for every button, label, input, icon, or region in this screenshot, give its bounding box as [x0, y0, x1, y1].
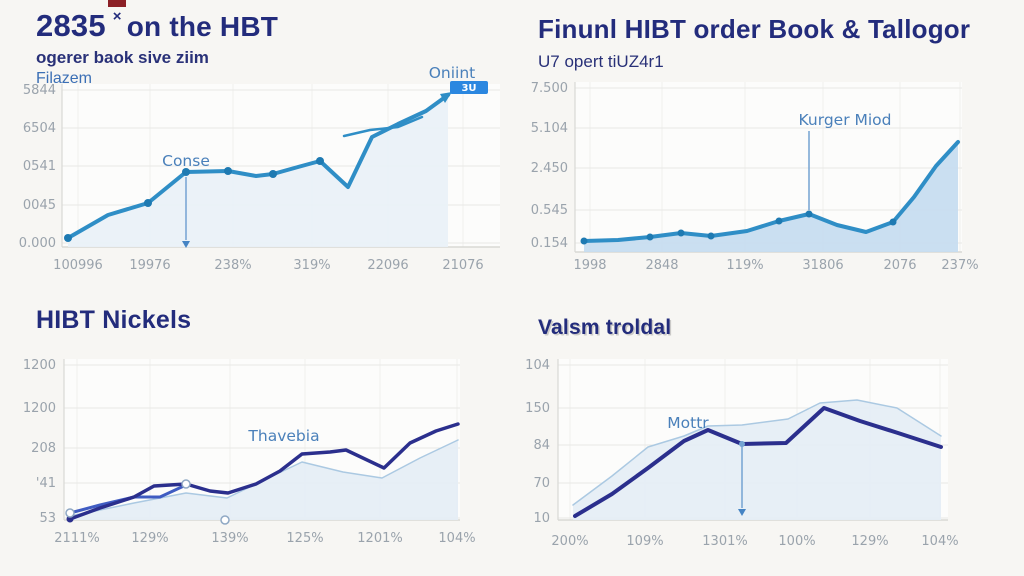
y-tick-label: 208 [31, 441, 56, 456]
y-tick-label: 0541 [23, 159, 56, 174]
data-point-marker [646, 233, 654, 241]
x-tick-label: 319% [293, 258, 330, 273]
x-tick-label: 21076 [442, 258, 483, 273]
data-point-marker [739, 441, 745, 447]
x-tick-label: 129% [131, 531, 168, 546]
y-tick-label: 1200 [23, 358, 56, 373]
annotation-label: Kurger Miod [799, 111, 892, 129]
x-tick-label: 100% [778, 534, 815, 549]
y-tick-label: 84 [533, 438, 550, 453]
x-tick-label: 2076 [883, 258, 916, 273]
x-tick-label: 2848 [645, 258, 678, 273]
x-tick-label: 238% [214, 258, 251, 273]
tl-price-chart-line-strand [342, 115, 424, 138]
data-point-marker [182, 168, 190, 176]
annotation-pin-icon [738, 509, 746, 516]
br-volume-chart-area-light [573, 400, 941, 520]
x-tick-label: 109% [626, 534, 663, 549]
tl-price-chart-area-main [68, 95, 448, 247]
data-point-marker [65, 508, 75, 518]
x-tick-label: 119% [726, 258, 763, 273]
data-point-marker [269, 170, 277, 178]
data-point-marker [677, 229, 685, 237]
annotation-label: Mottr [667, 414, 709, 432]
data-point-marker [220, 515, 230, 525]
data-point-marker [707, 232, 715, 240]
data-point-marker [805, 210, 813, 218]
data-point-marker [224, 167, 232, 175]
y-tick-label: 150 [525, 401, 550, 416]
y-tick-label: 0.154 [531, 236, 568, 251]
annotation-pin-icon [182, 241, 190, 248]
x-tick-label: 1998 [573, 258, 606, 273]
x-tick-label: 125% [286, 531, 323, 546]
annotation-label: Oniint [429, 64, 476, 82]
y-tick-label: 7.500 [531, 81, 568, 96]
y-tick-label: 10 [533, 511, 550, 526]
x-tick-label: 100996 [53, 258, 103, 273]
tr-orderbook-chart-line-main [582, 140, 960, 243]
annotation-label: Thavebia [247, 427, 319, 445]
y-tick-label: 1200 [23, 401, 56, 416]
y-tick-label: 70 [533, 476, 550, 491]
x-tick-label: 104% [921, 534, 958, 549]
data-point-marker [889, 218, 897, 226]
data-point-marker [580, 237, 588, 245]
data-point-marker [181, 479, 191, 489]
x-tick-label: 104% [438, 531, 475, 546]
x-tick-label: 139% [211, 531, 248, 546]
y-tick-label: 2.450 [531, 161, 568, 176]
value-badge-label: 3U [461, 83, 476, 94]
data-point-marker [64, 234, 72, 242]
tl-price-chart: 3U 5844 6504 0541 0045 0.000 100996 19976 238% 31… [19, 64, 500, 273]
x-tick-label: 19976 [129, 258, 170, 273]
x-tick-label: 129% [851, 534, 888, 549]
x-tick-label: 200% [551, 534, 588, 549]
x-tick-label: 1201% [357, 531, 402, 546]
bl-nickels-chart-line-navy [68, 422, 460, 521]
x-tick-label: 1301% [702, 534, 747, 549]
x-tick-label: 22096 [367, 258, 408, 273]
y-tick-label: 0.545 [531, 203, 568, 218]
data-point-marker [144, 199, 152, 207]
bl-nickels-chart: 1200 1200 208 '41 53 2111% 129% 139% 125% 1201% 10… [23, 358, 476, 546]
annotation-label: Conse [162, 152, 210, 170]
x-tick-label: 31806 [802, 258, 843, 273]
tr-orderbook-chart: 7.500 5.104 2.450 0.545 0.154 1998 2848 119% 318… [531, 81, 979, 273]
y-tick-label: 5.104 [531, 121, 568, 136]
data-point-marker [316, 157, 324, 165]
br-volume-chart-line-light [572, 399, 942, 506]
y-tick-label: '41 [36, 476, 56, 491]
y-tick-label: 104 [525, 358, 550, 373]
y-tick-label: 0045 [23, 198, 56, 213]
tl-price-chart-line-main [66, 93, 450, 240]
x-tick-label: 237% [941, 258, 978, 273]
data-point-marker [775, 217, 783, 225]
y-tick-label: 5844 [23, 83, 56, 98]
y-tick-label: 6504 [23, 121, 56, 136]
y-tick-label: 0.000 [19, 236, 56, 251]
x-tick-label: 2111% [54, 531, 99, 546]
value-badge [450, 81, 488, 94]
bl-nickels-chart-area-light [70, 440, 458, 520]
y-tick-label: 53 [39, 511, 56, 526]
line-arrowhead-icon [440, 92, 452, 103]
